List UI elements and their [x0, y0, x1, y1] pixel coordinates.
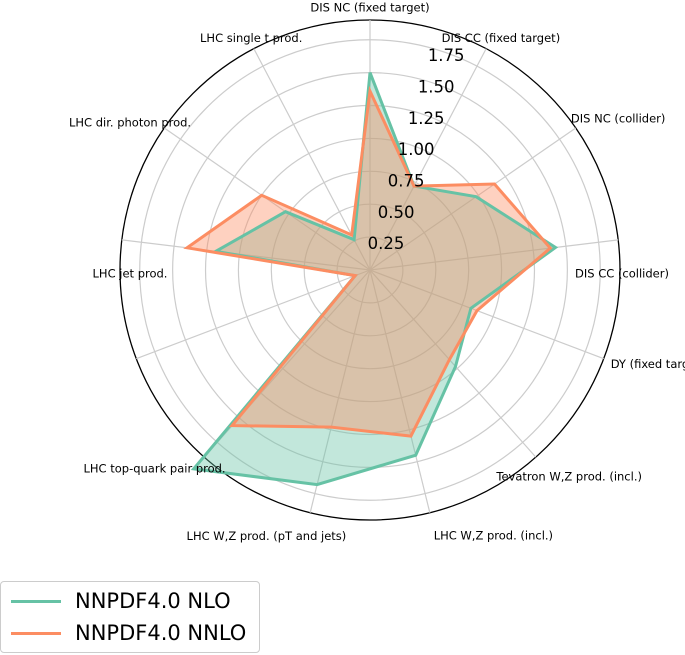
angular-gridline [369, 269, 537, 458]
category-labels: DIS NC (fixed target) DIS CC (fixed targe… [69, 1, 685, 543]
angular-gridline [369, 239, 619, 271]
legend-swatch-nnlo [11, 631, 61, 635]
category-label: LHC single t prod. [200, 31, 302, 45]
series-layer [183, 72, 559, 487]
category-label: LHC W,Z prod. (incl.) [434, 529, 553, 543]
legend-item-nlo: NNPDF4.0 NLO [11, 586, 231, 616]
category-label: Tevatron W,Z prod. (incl.) [495, 470, 642, 484]
category-label: LHC jet prod. [93, 267, 168, 281]
angular-gridline [369, 127, 577, 271]
category-label: LHC W,Z prod. (pT and jets) [187, 529, 347, 543]
series-line-1 [183, 85, 553, 438]
radial-tick-labels: 0.25 0.50 0.75 1.00 1.25 1.50 1.75 [368, 46, 465, 253]
legend-label-nnlo: NNPDF4.0 NNLO [75, 621, 247, 645]
legend: NNPDF4.0 NLO NNPDF4.0 NNLO [0, 581, 260, 653]
series-area-1 [187, 91, 551, 437]
radial-tick-label: 0.75 [388, 172, 425, 191]
angular-gridline [369, 48, 487, 271]
category-label: DIS CC (fixed target) [442, 31, 561, 45]
series-area-0 [193, 72, 556, 485]
category-label: LHC dir. photon prod. [69, 115, 191, 129]
radial-tick-label: 1.50 [418, 78, 455, 97]
radial-tick-label: 1.00 [398, 140, 435, 159]
angular-gridline [136, 269, 371, 360]
legend-label-nlo: NNPDF4.0 NLO [75, 589, 231, 613]
category-label: LHC top-quark pair prod. [83, 462, 225, 476]
radial-tick-label: 0.25 [368, 234, 405, 253]
radial-tick-label: 1.75 [428, 46, 465, 65]
angular-gridline [309, 269, 371, 513]
category-label: DIS NC (collider) [571, 111, 666, 125]
radial-tick-label: 0.50 [378, 203, 415, 222]
legend-swatch-nlo [11, 599, 61, 603]
category-label: DIS NC (fixed target) [310, 1, 429, 15]
angular-gridline [369, 269, 431, 513]
angular-gridline [121, 239, 371, 271]
series-line-0 [190, 72, 559, 487]
category-label: DIS CC (collider) [575, 267, 669, 281]
category-label: DY (fixed target) [611, 357, 685, 371]
radial-tick-label: 1.25 [408, 109, 445, 128]
legend-item-nnlo: NNPDF4.0 NNLO [11, 618, 246, 648]
angular-gridline [369, 269, 604, 360]
radar-chart: 0.25 0.50 0.75 1.00 1.25 1.50 1.75 DIS NC (fix… [69, 1, 685, 543]
